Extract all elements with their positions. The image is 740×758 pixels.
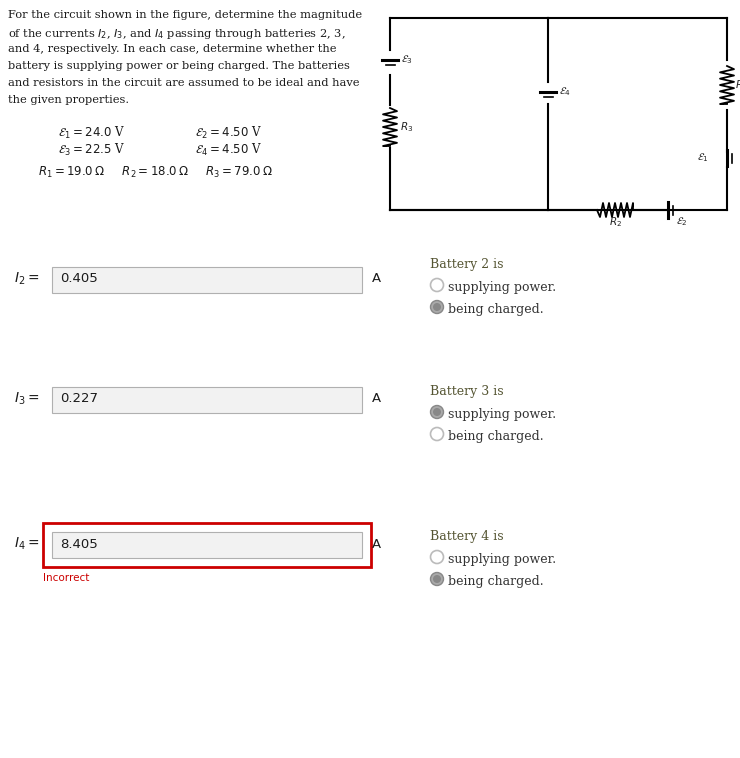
Text: supplying power.: supplying power. bbox=[448, 553, 556, 566]
Text: being charged.: being charged. bbox=[448, 575, 544, 588]
Circle shape bbox=[431, 278, 443, 292]
Text: $R_1$: $R_1$ bbox=[735, 78, 740, 92]
Text: $\mathcal{E}_4 = 4.50$ V: $\mathcal{E}_4 = 4.50$ V bbox=[195, 142, 262, 158]
Text: A: A bbox=[372, 272, 381, 286]
Text: A: A bbox=[372, 393, 381, 406]
Text: $\mathcal{E}_2 = 4.50$ V: $\mathcal{E}_2 = 4.50$ V bbox=[195, 125, 262, 141]
Text: $\mathcal{E}_2$: $\mathcal{E}_2$ bbox=[676, 215, 687, 228]
Text: supplying power.: supplying power. bbox=[448, 281, 556, 294]
Text: $\mathcal{E}_1$: $\mathcal{E}_1$ bbox=[697, 152, 709, 164]
Text: $R_2$: $R_2$ bbox=[609, 215, 622, 229]
Bar bbox=[52, 267, 362, 293]
Text: $\mathcal{E}_3 = 22.5$ V: $\mathcal{E}_3 = 22.5$ V bbox=[58, 142, 125, 158]
Text: the given properties.: the given properties. bbox=[8, 95, 129, 105]
Text: and 4, respectively. In each case, determine whether the: and 4, respectively. In each case, deter… bbox=[8, 44, 337, 54]
Text: 8.405: 8.405 bbox=[60, 537, 98, 550]
Text: being charged.: being charged. bbox=[448, 303, 544, 316]
Circle shape bbox=[431, 550, 443, 563]
Text: Battery 4 is: Battery 4 is bbox=[430, 530, 504, 543]
Circle shape bbox=[431, 428, 443, 440]
Text: $I_2 =$: $I_2 =$ bbox=[14, 271, 39, 287]
Text: Battery 3 is: Battery 3 is bbox=[430, 385, 504, 398]
Text: and resistors in the circuit are assumed to be ideal and have: and resistors in the circuit are assumed… bbox=[8, 78, 360, 88]
Text: Battery 2 is: Battery 2 is bbox=[430, 258, 503, 271]
Text: $R_3$: $R_3$ bbox=[400, 120, 413, 134]
Text: $\mathcal{E}_4$: $\mathcal{E}_4$ bbox=[559, 86, 571, 99]
Circle shape bbox=[431, 406, 443, 418]
Text: $\mathcal{E}_1 = 24.0$ V: $\mathcal{E}_1 = 24.0$ V bbox=[58, 125, 125, 141]
Text: $I_3 =$: $I_3 =$ bbox=[14, 391, 39, 407]
Text: Incorrect: Incorrect bbox=[43, 573, 90, 583]
Bar bbox=[52, 387, 362, 413]
Text: being charged.: being charged. bbox=[448, 430, 544, 443]
Text: $\mathcal{E}_3$: $\mathcal{E}_3$ bbox=[401, 54, 413, 67]
Text: A: A bbox=[372, 537, 381, 550]
Text: For the circuit shown in the figure, determine the magnitude: For the circuit shown in the figure, det… bbox=[8, 10, 362, 20]
Text: battery is supplying power or being charged. The batteries: battery is supplying power or being char… bbox=[8, 61, 350, 71]
Circle shape bbox=[433, 408, 441, 416]
Text: $I_4 =$: $I_4 =$ bbox=[14, 536, 39, 552]
Text: 0.405: 0.405 bbox=[60, 272, 98, 286]
Text: of the currents $I_2$, $I_3$, and $I_4$ passing through batteries 2, 3,: of the currents $I_2$, $I_3$, and $I_4$ … bbox=[8, 27, 346, 41]
Text: supplying power.: supplying power. bbox=[448, 408, 556, 421]
Circle shape bbox=[433, 303, 441, 311]
Text: 0.227: 0.227 bbox=[60, 393, 98, 406]
Bar bbox=[43, 523, 371, 567]
Text: $R_1 = 19.0\,\Omega$     $R_2 = 18.0\,\Omega$     $R_3 = 79.0\,\Omega$: $R_1 = 19.0\,\Omega$ $R_2 = 18.0\,\Omega… bbox=[38, 165, 272, 180]
Circle shape bbox=[433, 575, 441, 583]
Circle shape bbox=[431, 300, 443, 314]
Circle shape bbox=[431, 572, 443, 585]
Bar bbox=[52, 532, 362, 558]
